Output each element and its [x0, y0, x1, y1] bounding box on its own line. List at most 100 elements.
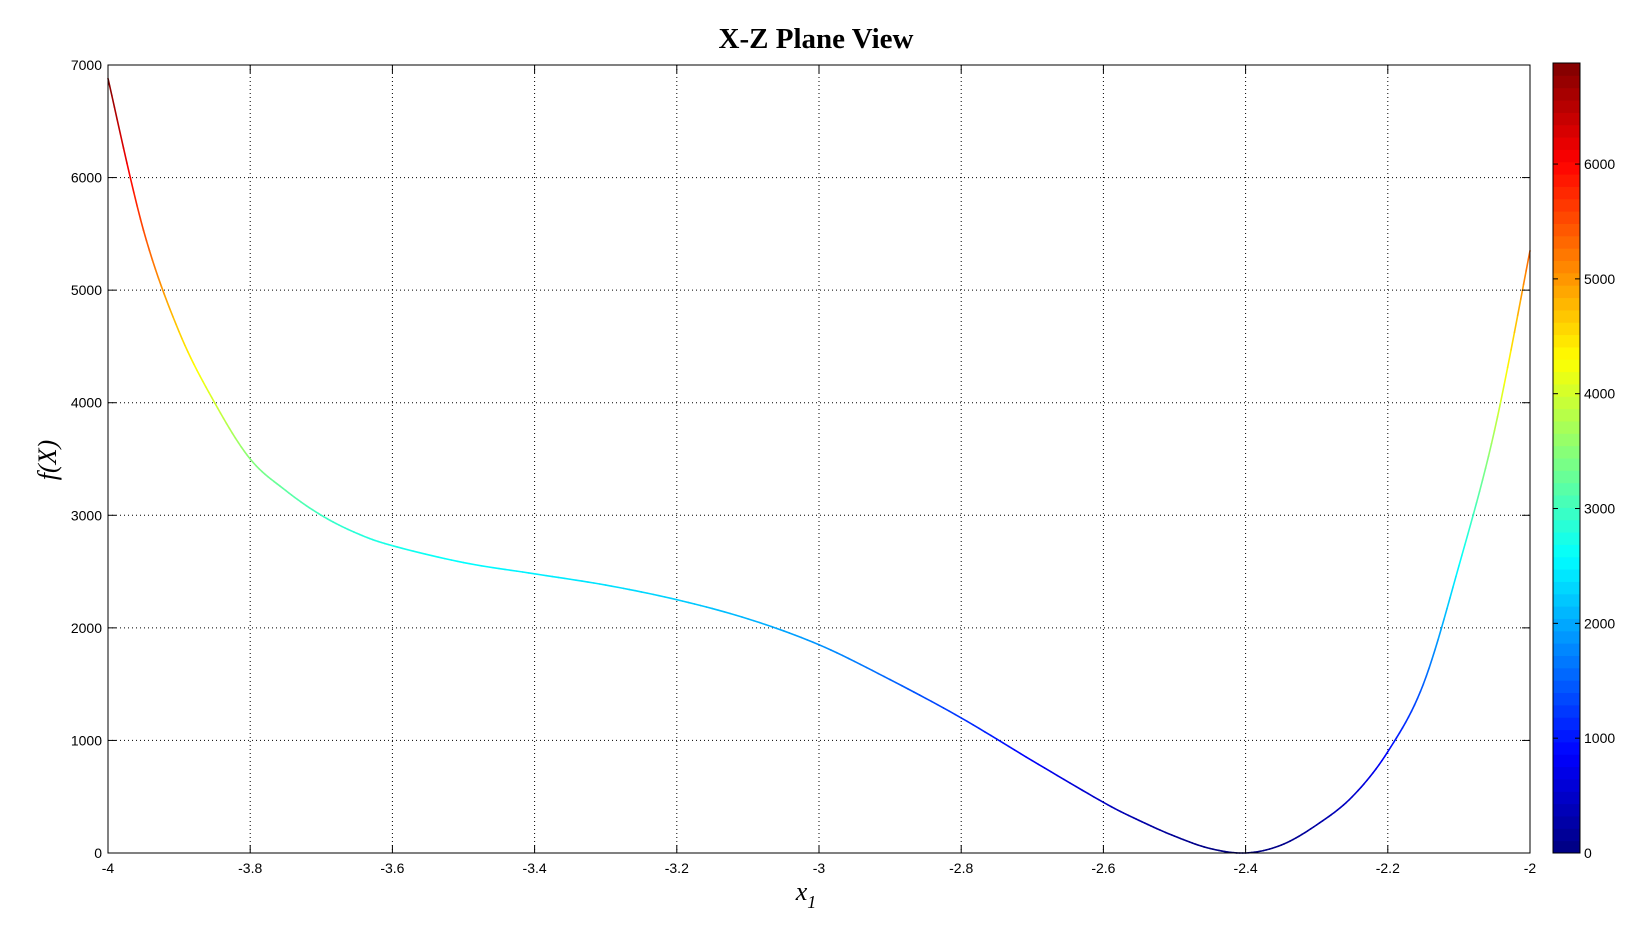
- curve-segment: [907, 688, 915, 693]
- x-axis-label: x1: [795, 877, 817, 912]
- curve-segment: [1449, 586, 1454, 599]
- curve-segment: [587, 581, 595, 584]
- colorbar-swatch: [1553, 717, 1580, 731]
- curve-segment: [652, 593, 660, 597]
- curve-segment: [1081, 789, 1089, 795]
- y-tick-label: 2000: [71, 620, 102, 636]
- colorbar-swatch: [1553, 507, 1580, 521]
- curve-segment: [1025, 756, 1034, 762]
- y-ticks: 0 1000 2000 3000 4000 5000 6000 7000: [71, 57, 1530, 861]
- colorbar-swatch: [1553, 420, 1580, 434]
- curve-segment: [847, 657, 856, 663]
- curve-segment: [1493, 416, 1499, 432]
- colorbar-tick-label: 4000: [1584, 386, 1615, 402]
- colorbar-swatch: [1553, 630, 1580, 644]
- colorbar-swatch: [1553, 840, 1580, 854]
- curve-segment: [527, 572, 536, 575]
- colorbar-swatch: [1553, 346, 1580, 360]
- curve-segment: [1516, 298, 1522, 317]
- colorbar-swatch: [1553, 519, 1580, 533]
- curve-segment: [575, 579, 583, 582]
- curve-segment: [1434, 638, 1439, 650]
- colorbar-swatch: [1553, 778, 1580, 792]
- colorbar-swatch: [1553, 544, 1580, 558]
- curve-segment: [960, 717, 968, 723]
- colorbar-swatch: [1553, 87, 1580, 101]
- curve-segment: [717, 609, 726, 613]
- curve-segment: [231, 432, 237, 439]
- curve-segment: [219, 412, 225, 420]
- curve-segment: [1102, 801, 1109, 806]
- curve-segment: [166, 301, 172, 311]
- curve-segment: [640, 591, 648, 594]
- colorbar-swatch: [1553, 100, 1580, 113]
- curve-segment: [1490, 430, 1496, 445]
- curve-segment: [431, 554, 440, 558]
- curve-segment: [151, 259, 157, 270]
- curve-segment: [1487, 442, 1493, 457]
- curve-segment: [456, 560, 465, 564]
- colorbar-swatch: [1553, 112, 1580, 126]
- colorbar-swatch: [1553, 643, 1580, 656]
- colorbar-swatch: [1553, 260, 1580, 274]
- curve-segment: [841, 654, 850, 660]
- colorbar-swatch: [1553, 532, 1580, 545]
- curve-segment: [1484, 455, 1490, 469]
- curve-segment: [1422, 675, 1428, 685]
- y-tick-label: 0: [94, 845, 102, 861]
- curve-segment: [1472, 501, 1478, 514]
- colorbar-swatch: [1553, 618, 1580, 632]
- curve-segment: [184, 344, 189, 353]
- x-tick-label: -2.6: [1091, 860, 1115, 876]
- curve-segment: [628, 588, 637, 592]
- curve-segment: [1401, 721, 1407, 729]
- curve-segment: [116, 118, 122, 135]
- curve-segment: [1404, 716, 1410, 724]
- curve-segment: [1481, 467, 1487, 481]
- curve-segment: [148, 249, 154, 261]
- x-tick-label: -3: [813, 860, 826, 876]
- curve-segment: [1440, 618, 1445, 631]
- curve-segment: [990, 734, 998, 740]
- y-tick-label: 1000: [71, 732, 102, 748]
- curve-segment: [391, 544, 398, 548]
- curve-segment: [545, 574, 554, 578]
- curve-segment: [1075, 785, 1084, 792]
- curve-segment: [895, 681, 903, 687]
- curve-segment: [1496, 400, 1502, 418]
- curve-segment: [1499, 383, 1505, 403]
- curve-segment: [437, 556, 446, 560]
- curve-segment: [181, 338, 186, 347]
- curve-segment: [1437, 628, 1442, 641]
- curve: [107, 77, 1531, 854]
- grid: [108, 65, 1530, 853]
- curve-segment: [598, 583, 607, 586]
- curve-segment: [1419, 683, 1425, 693]
- curve-segment: [1031, 759, 1040, 766]
- curve-segment: [1037, 763, 1046, 769]
- curve-segment: [563, 577, 571, 581]
- curve-segment: [1410, 704, 1416, 713]
- curve-segment: [228, 427, 234, 435]
- curve-segment: [1013, 749, 1022, 755]
- curve-segment: [705, 606, 714, 610]
- curve-segment: [190, 357, 195, 366]
- curve-segment: [1019, 752, 1028, 758]
- curve-segment: [533, 573, 542, 576]
- curve-segment: [129, 177, 135, 194]
- colorbar-swatch: [1553, 223, 1580, 237]
- curve-segment: [954, 713, 963, 719]
- curve-segment: [163, 293, 169, 303]
- curve-segment: [604, 584, 613, 587]
- curve-segment: [729, 612, 737, 617]
- curve-segment: [196, 369, 201, 377]
- colorbar-swatch: [1553, 433, 1580, 447]
- curve-segment: [912, 691, 921, 696]
- colorbar-swatch: [1553, 124, 1580, 138]
- curve-segment: [412, 550, 421, 554]
- curve-segment: [670, 597, 678, 601]
- colorbar-swatch: [1553, 322, 1580, 336]
- curve-segment: [859, 663, 868, 669]
- colorbar-swatch: [1553, 309, 1580, 323]
- curve-segment: [883, 675, 891, 681]
